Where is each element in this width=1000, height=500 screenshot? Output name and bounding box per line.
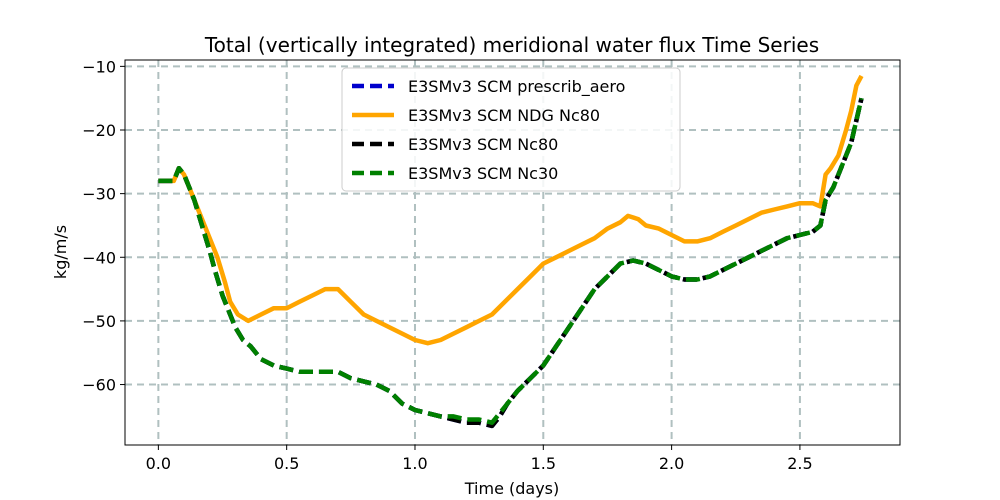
x-tick-label: 0.0 (146, 454, 171, 473)
y-tick-label: −40 (82, 248, 116, 267)
x-axis-label: Time (days) (464, 479, 560, 498)
x-tick-label: 1.0 (402, 454, 427, 473)
ticks: 0.0 0.5 1.0 1.5 2.0 2.5 −60 −50 −40 −30 −20 −10 (82, 57, 812, 473)
legend-box (341, 67, 681, 192)
legend: E3SMv3 SCM prescrib_aero E3SMv3 SCM NDG N… (341, 67, 681, 192)
chart-title: Total (vertically integrated) meridional… (204, 33, 819, 57)
legend-label: E3SMv3 SCM NDG Nc80 (408, 106, 600, 125)
x-tick-label: 2.0 (659, 454, 684, 473)
y-axis-label: kg/m/s (51, 225, 70, 279)
series-group (158, 74, 864, 429)
y-tick-label: −30 (82, 185, 116, 204)
y-tick-label: −10 (82, 57, 116, 76)
x-tick-label: 1.5 (531, 454, 556, 473)
x-tick-label: 0.5 (274, 454, 299, 473)
series-line-e3smv3-scm-ndg-nc80 (158, 74, 864, 346)
y-tick-label: −60 (82, 376, 116, 395)
legend-label: E3SMv3 SCM prescrib_aero (408, 77, 625, 97)
legend-label: E3SMv3 SCM Nc30 (408, 164, 558, 183)
y-tick-label: −20 (82, 121, 116, 140)
plot-frame (124, 59, 901, 446)
x-tick-label: 2.5 (787, 454, 812, 473)
series-line-e3smv3-scm-nc30 (158, 97, 864, 425)
y-tick-label: −50 (82, 312, 116, 331)
legend-label: E3SMv3 SCM Nc80 (408, 135, 558, 154)
